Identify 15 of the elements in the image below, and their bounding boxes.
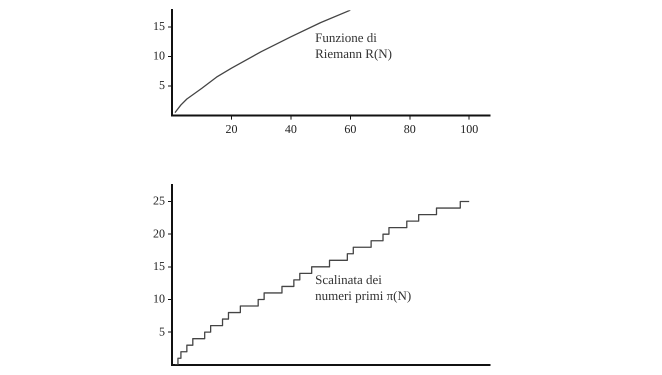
y-tick-label: 10 [153,292,165,306]
x-tick-label: 60 [344,122,356,136]
y-tick-label: 15 [153,258,165,273]
y-tick-label: 15 [153,18,165,33]
x-tick-label: 100 [460,122,478,136]
x-tick-label: 20 [225,122,238,136]
y-tick-label: 5 [159,78,165,92]
y-tick-label: 5 [159,324,165,338]
y-tick-label: 25 [153,194,165,208]
y-tick-label: 10 [153,48,165,63]
x-tick-label: 40 [284,122,297,136]
annotation: Funzione di Riemann R(N) [315,30,392,61]
y-tick-label: 20 [153,226,165,240]
x-tick-label: 80 [404,122,416,136]
annotation: Scalinata dei numeri primi π(N) [315,272,412,303]
